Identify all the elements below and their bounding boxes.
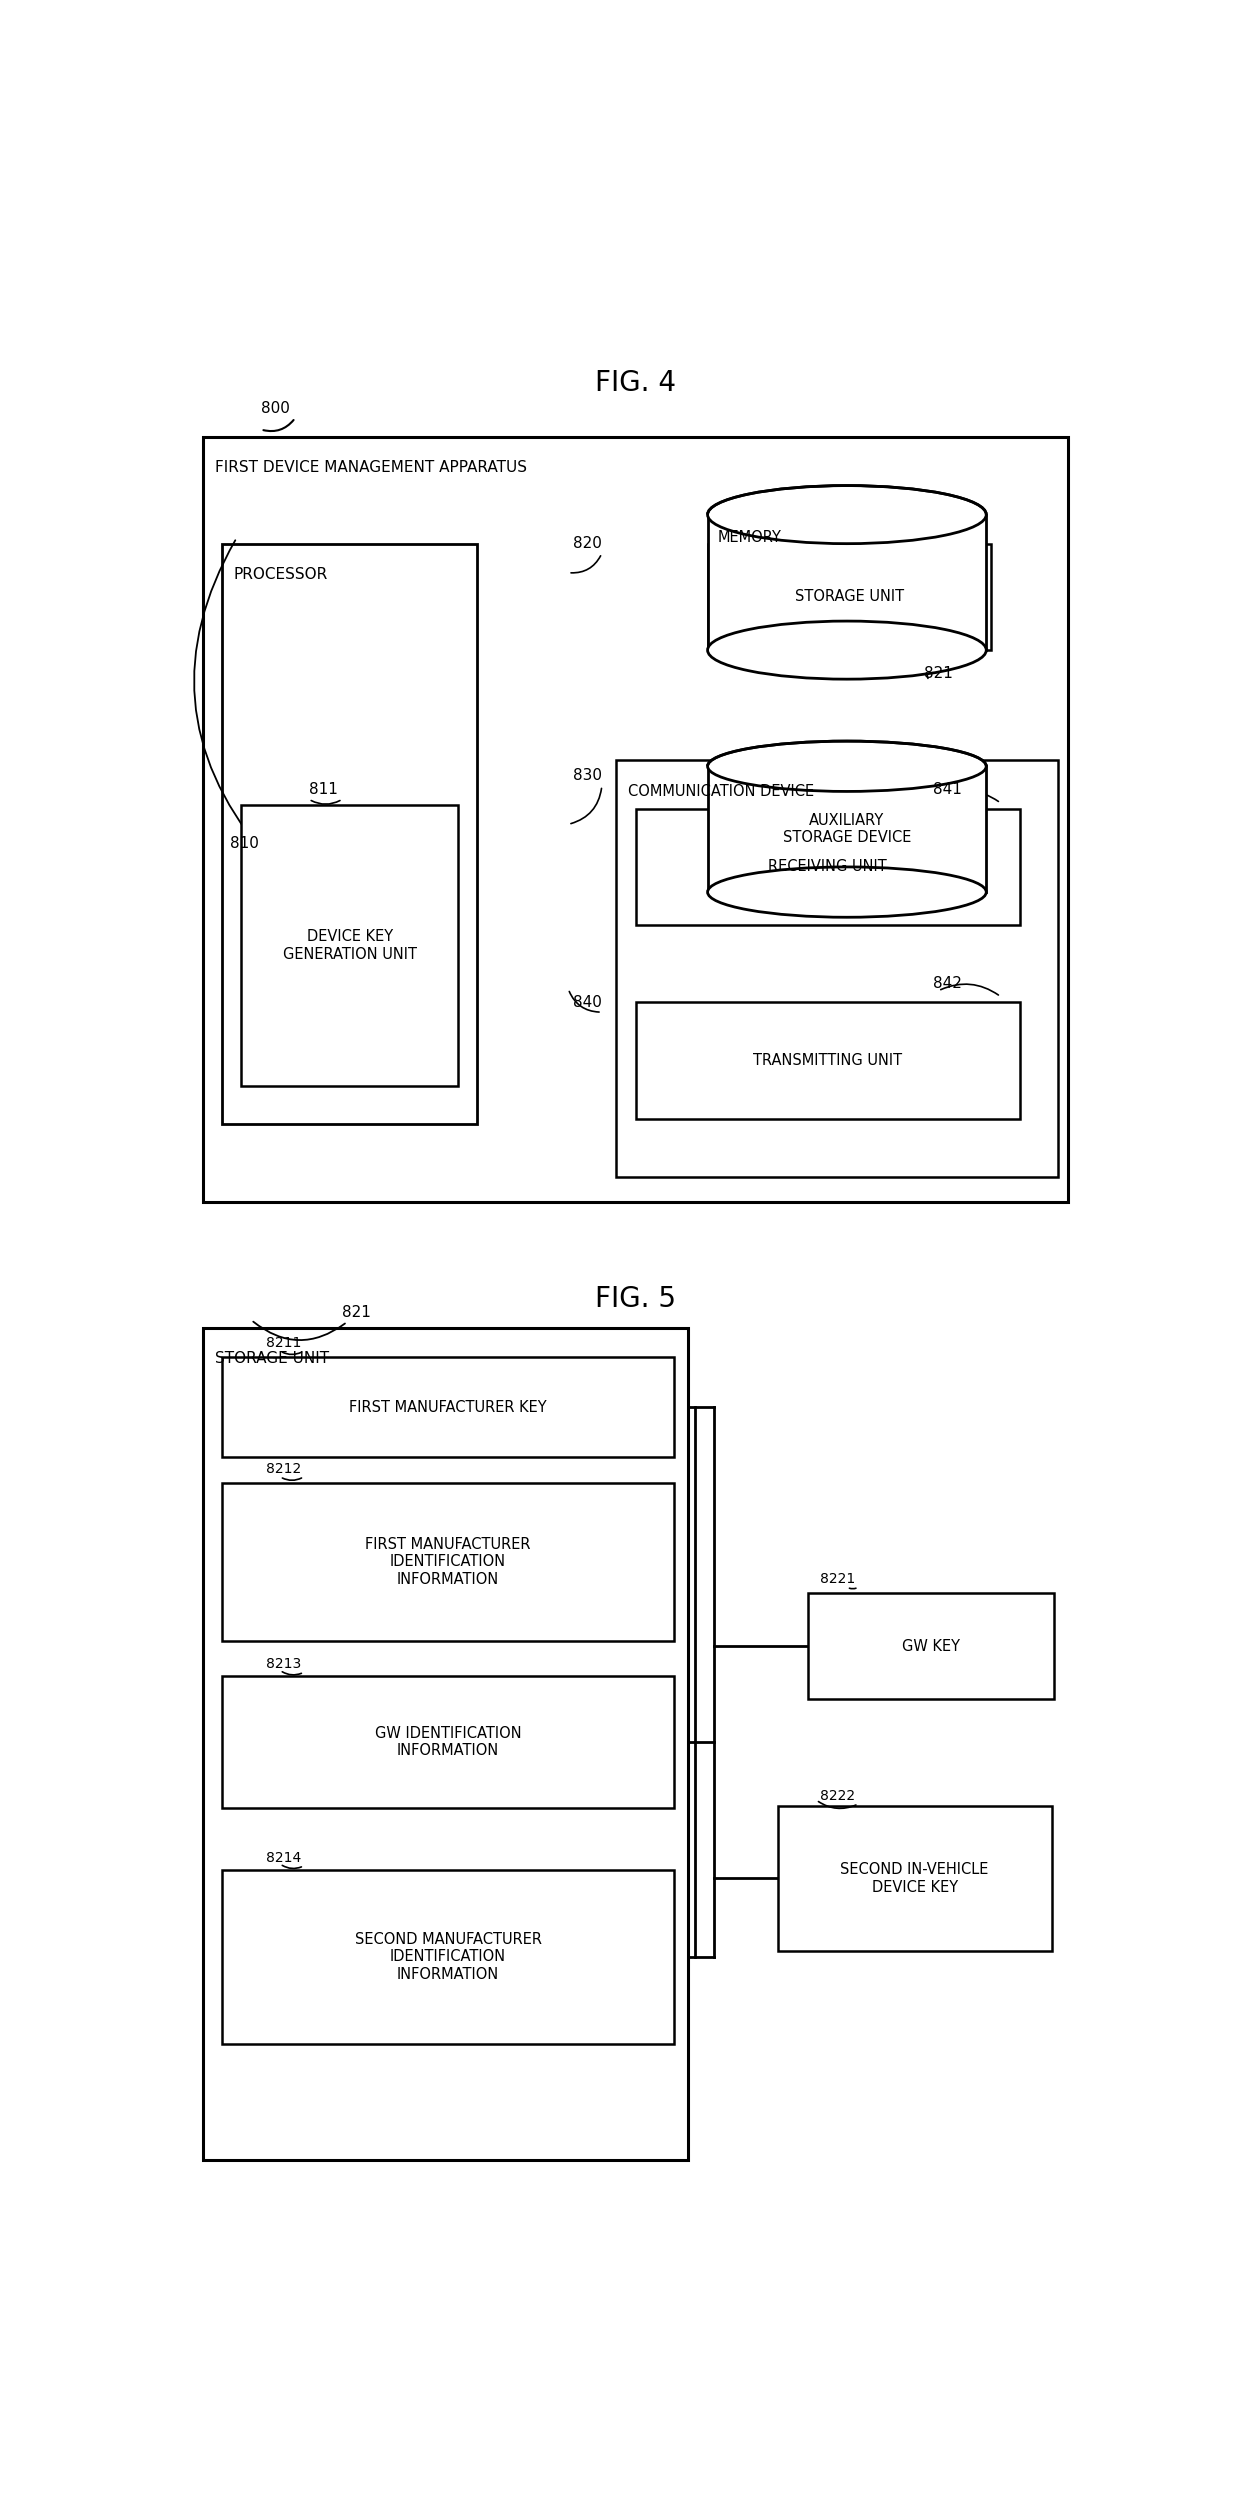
Text: COMMUNICATION DEVICE: COMMUNICATION DEVICE xyxy=(627,784,813,799)
Ellipse shape xyxy=(708,621,986,679)
Text: SECOND MANUFACTURER
IDENTIFICATION
INFORMATION: SECOND MANUFACTURER IDENTIFICATION INFOR… xyxy=(355,1931,542,1981)
Text: RECEIVING UNIT: RECEIVING UNIT xyxy=(769,860,887,875)
Polygon shape xyxy=(708,515,986,651)
Text: SECOND IN-VEHICLE
DEVICE KEY: SECOND IN-VEHICLE DEVICE KEY xyxy=(841,1863,988,1896)
Text: PROCESSOR: PROCESSOR xyxy=(234,566,329,581)
Text: DEVICE KEY
GENERATION UNIT: DEVICE KEY GENERATION UNIT xyxy=(283,930,417,960)
Text: 842: 842 xyxy=(934,975,962,991)
Text: FIRST MANUFACTURER KEY: FIRST MANUFACTURER KEY xyxy=(350,1400,547,1415)
Ellipse shape xyxy=(708,485,986,543)
Text: 8213: 8213 xyxy=(265,1657,301,1672)
FancyBboxPatch shape xyxy=(616,759,1058,1177)
Text: TRANSMITTING UNIT: TRANSMITTING UNIT xyxy=(753,1053,903,1068)
FancyBboxPatch shape xyxy=(708,543,991,651)
Text: GW KEY: GW KEY xyxy=(901,1639,960,1654)
FancyBboxPatch shape xyxy=(222,1677,675,1808)
Text: GW IDENTIFICATION
INFORMATION: GW IDENTIFICATION INFORMATION xyxy=(374,1725,521,1757)
Text: 800: 800 xyxy=(260,400,290,415)
FancyBboxPatch shape xyxy=(203,1327,688,2160)
FancyBboxPatch shape xyxy=(222,543,477,1124)
Text: FIRST DEVICE MANAGEMENT APPARATUS: FIRST DEVICE MANAGEMENT APPARATUS xyxy=(215,460,527,475)
FancyBboxPatch shape xyxy=(222,1483,675,1642)
Text: FIRST MANUFACTURER
IDENTIFICATION
INFORMATION: FIRST MANUFACTURER IDENTIFICATION INFORM… xyxy=(366,1536,531,1586)
FancyBboxPatch shape xyxy=(635,1003,1019,1119)
Text: 8212: 8212 xyxy=(265,1463,301,1476)
FancyBboxPatch shape xyxy=(635,810,1019,925)
Text: FIG. 4: FIG. 4 xyxy=(595,370,676,397)
FancyBboxPatch shape xyxy=(777,1805,1052,1951)
FancyBboxPatch shape xyxy=(242,804,458,1086)
FancyBboxPatch shape xyxy=(808,1594,1054,1699)
Text: 841: 841 xyxy=(934,782,962,797)
Text: 811: 811 xyxy=(309,782,337,797)
Text: MEMORY: MEMORY xyxy=(717,530,781,546)
Text: 821: 821 xyxy=(924,666,952,681)
Text: 8211: 8211 xyxy=(265,1335,301,1350)
Text: 8214: 8214 xyxy=(265,1850,301,1865)
Text: 820: 820 xyxy=(573,535,601,551)
Text: AUXILIARY
STORAGE DEVICE: AUXILIARY STORAGE DEVICE xyxy=(782,812,911,845)
Text: 840: 840 xyxy=(573,996,601,1011)
Text: FIG. 5: FIG. 5 xyxy=(595,1285,676,1312)
Text: STORAGE UNIT: STORAGE UNIT xyxy=(795,588,904,603)
Ellipse shape xyxy=(708,867,986,918)
Ellipse shape xyxy=(708,742,986,792)
Text: 821: 821 xyxy=(342,1305,371,1320)
FancyBboxPatch shape xyxy=(222,1870,675,2044)
Text: 8221: 8221 xyxy=(820,1571,856,1586)
Text: STORAGE UNIT: STORAGE UNIT xyxy=(215,1350,329,1365)
Text: 810: 810 xyxy=(229,837,259,852)
Text: 830: 830 xyxy=(573,769,603,784)
FancyBboxPatch shape xyxy=(222,1358,675,1458)
FancyBboxPatch shape xyxy=(203,437,1068,1202)
Polygon shape xyxy=(708,767,986,892)
Text: 8222: 8222 xyxy=(820,1790,856,1803)
